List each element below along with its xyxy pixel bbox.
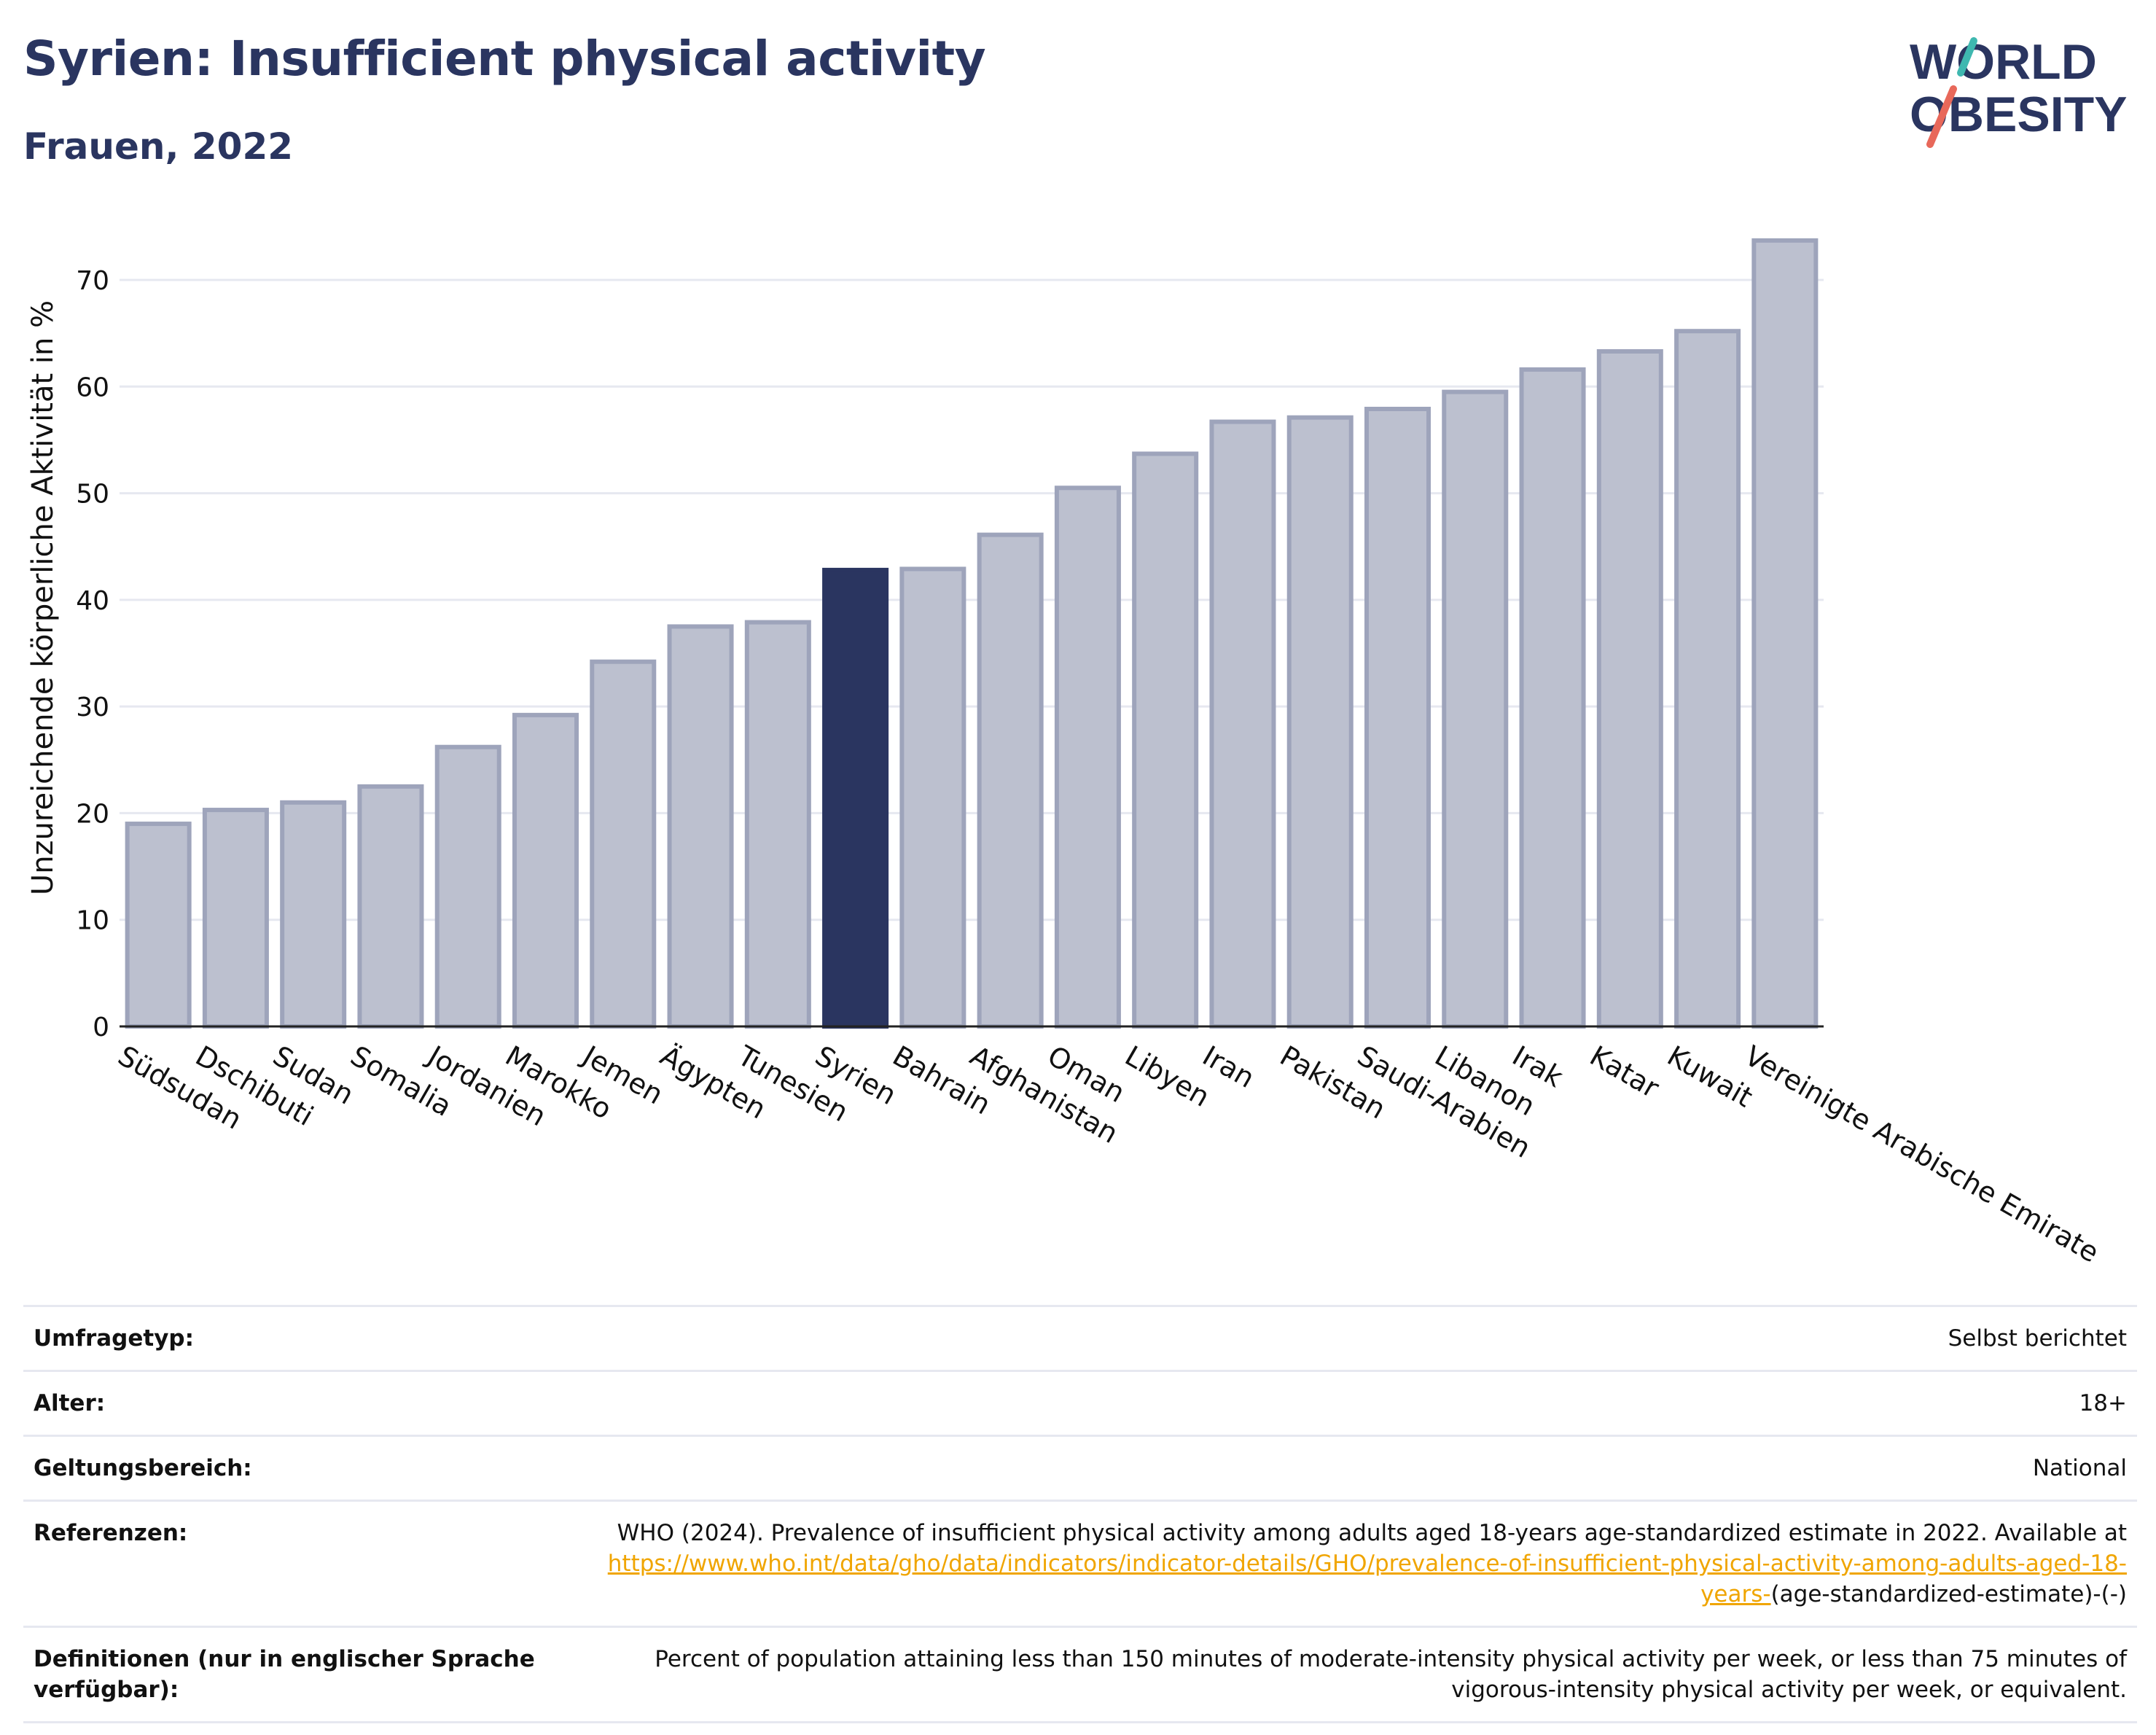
info-row-coverage: Geltungsbereich: National	[23, 1435, 2137, 1501]
y-tick-label: 60	[76, 373, 109, 402]
y-tick-label: 70	[76, 266, 109, 296]
logo-slash-red	[1926, 85, 1957, 148]
info-row-definitions: Definitionen (nur in englischer Sprache …	[23, 1626, 2137, 1723]
logo-line1: WORLD	[1910, 34, 2097, 90]
bar-highlight	[822, 567, 889, 1029]
y-tick-label: 50	[76, 480, 109, 510]
references-link[interactable]: https://www.who.int/data/gho/data/indica…	[607, 1551, 2127, 1607]
definitions-label: Definitionen (nur in englischer Sprache …	[34, 1646, 535, 1703]
age-label: Alter:	[34, 1390, 106, 1416]
x-tick-label: Kuwait	[1662, 1040, 1758, 1114]
info-row-survey: Umfragetyp: Selbst berichtet	[23, 1306, 2137, 1371]
survey-type-label: Umfragetyp:	[34, 1325, 194, 1352]
bar	[202, 808, 269, 1029]
page-subtitle: Frauen, 2022	[23, 125, 294, 168]
x-tick-label: Katar	[1585, 1040, 1665, 1104]
bar	[434, 744, 501, 1029]
bar	[1364, 407, 1432, 1029]
bar	[1132, 451, 1199, 1029]
bar	[899, 566, 966, 1029]
x-tick-label: Libyen	[1120, 1040, 1215, 1113]
y-tick-labels: 0 10 20 30 40 50 60 70	[76, 266, 109, 1042]
references-text: WHO (2024). Prevalence of insufficient p…	[617, 1520, 2127, 1546]
age-value: 18+	[2079, 1390, 2127, 1416]
bar	[1209, 419, 1276, 1029]
x-tick-label: Vereinigte Arabische Emirate	[1739, 1040, 2104, 1269]
bar	[590, 659, 657, 1029]
bar	[977, 532, 1044, 1029]
bars	[125, 238, 1819, 1029]
definitions-value: Percent of population attaining less tha…	[655, 1646, 2127, 1703]
bar	[744, 620, 811, 1029]
references-label: Referenzen:	[34, 1520, 188, 1546]
bar	[1442, 389, 1509, 1029]
bar	[1596, 349, 1663, 1029]
bar	[1286, 415, 1354, 1029]
y-tick-label: 10	[76, 906, 109, 936]
bar	[280, 800, 347, 1029]
info-table: Umfragetyp: Selbst berichtet Alter: 18+ …	[23, 1305, 2137, 1723]
survey-type-value: Selbst berichtet	[1948, 1325, 2127, 1352]
bar	[1751, 238, 1819, 1029]
coverage-label: Geltungsbereich:	[34, 1455, 252, 1481]
bar	[357, 784, 424, 1029]
bar	[1054, 486, 1121, 1029]
bar	[125, 822, 192, 1029]
logo-slash-teal	[1957, 37, 1977, 77]
bar	[1674, 329, 1741, 1029]
coverage-value: National	[2032, 1455, 2127, 1481]
x-tick-labels: SüdsudanDschibutiSudanSomaliaJordanienMa…	[113, 1039, 2105, 1269]
references-value: WHO (2024). Prevalence of insufficient p…	[551, 1501, 2137, 1627]
y-tick-label: 20	[76, 799, 109, 829]
y-axis-label: Unzureichende körperliche Aktivität in %	[26, 300, 60, 895]
page-title: Syrien: Insufficient physical activity	[23, 31, 986, 87]
world-obesity-logo: WORLD OBESITY	[1910, 34, 2128, 148]
references-suffix: (age-standardized-estimate)-(-)	[1770, 1581, 2127, 1607]
y-tick-label: 0	[93, 1013, 109, 1042]
info-row-age: Alter: 18+	[23, 1371, 2137, 1436]
y-tick-label: 30	[76, 693, 109, 722]
info-row-references: Referenzen: WHO (2024). Prevalence of in…	[23, 1500, 2137, 1627]
bar-chart: 0 10 20 30 40 50 60 70 SüdsudanDschibutiSudanSo…	[26, 238, 2105, 1269]
bar	[1519, 367, 1586, 1029]
bar	[667, 624, 734, 1029]
y-tick-label: 40	[76, 586, 109, 616]
bar	[512, 712, 579, 1029]
